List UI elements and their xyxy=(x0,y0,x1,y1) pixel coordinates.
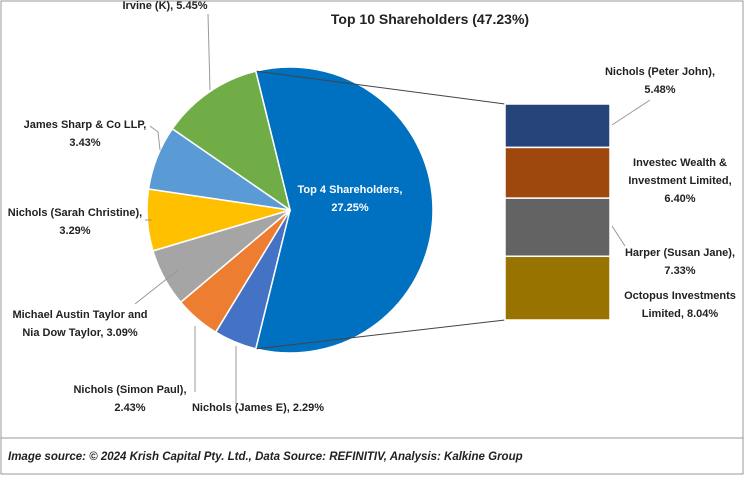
connector xyxy=(255,70,506,105)
label-line: Top 4 Shareholders, xyxy=(298,184,403,196)
label-line: 3.29% xyxy=(59,225,90,237)
data-label: Nichols (Peter John), 5.48% xyxy=(605,66,715,96)
leader-line xyxy=(611,99,651,126)
label-line: Octopus Investments xyxy=(624,290,736,302)
data-label: Nichols (James E), 2.29% xyxy=(192,402,324,414)
bar-segment xyxy=(504,103,611,149)
data-label: Top 4 Shareholders, 27.25% xyxy=(298,184,403,214)
label-line: Irvine (K), 5.45% xyxy=(123,0,208,12)
bar-segment xyxy=(504,146,611,199)
bar-segment xyxy=(504,197,611,258)
data-label: Irvine (K), 5.45% xyxy=(123,0,208,12)
bar-segment xyxy=(504,255,611,321)
leader-line xyxy=(207,13,211,91)
data-label: Michael Austin Taylor and Nia Dow Taylor,… xyxy=(12,309,147,339)
data-label: Harper (Susan Jane), 7.33% xyxy=(625,247,735,277)
data-label: Nichols (Sarah Christine), 3.29% xyxy=(8,207,142,237)
label-line: Nichols (James E), 2.29% xyxy=(192,402,324,414)
leader-line xyxy=(134,269,179,305)
leader-line xyxy=(149,125,161,151)
label-line: 27.25% xyxy=(331,202,369,214)
data-label: Investec Wealth & Investment Limited, 6.40… xyxy=(628,157,731,205)
label-line: Nia Dow Taylor, 3.09% xyxy=(22,327,138,339)
label-line: 2.43% xyxy=(114,402,145,414)
label-line: 7.33% xyxy=(664,265,695,277)
pie-slice xyxy=(171,70,292,212)
label-line: 5.48% xyxy=(644,84,675,96)
label-line: Nichols (Sarah Christine), xyxy=(8,207,142,219)
data-label: Nichols (Simon Paul), 2.43% xyxy=(73,384,186,414)
data-label: Octopus Investments Limited, 8.04% xyxy=(624,290,736,320)
label-line: Nichols (Simon Paul), xyxy=(73,384,186,396)
label-line: Investec Wealth & xyxy=(633,157,727,169)
footer: Image source: © 2024 Krish Capital Pty. … xyxy=(8,451,523,463)
label-line: Harper (Susan Jane), xyxy=(625,247,735,259)
label-line: 3.43% xyxy=(69,137,100,149)
leader-line xyxy=(611,225,626,247)
label-line: James Sharp & Co LLP, xyxy=(24,119,147,131)
label-line: Michael Austin Taylor and xyxy=(12,309,147,321)
label-line: Nichols (Peter John), xyxy=(605,66,715,78)
chart-title: Top 10 Shareholders (47.23%) xyxy=(331,11,529,27)
label-line: Investment Limited, xyxy=(628,175,731,187)
label-line: 6.40% xyxy=(664,193,695,205)
pie-slice xyxy=(254,66,434,354)
data-label: James Sharp & Co LLP, 3.43% xyxy=(24,119,147,149)
label-line: Limited, 8.04% xyxy=(642,308,719,320)
connector xyxy=(255,319,506,350)
